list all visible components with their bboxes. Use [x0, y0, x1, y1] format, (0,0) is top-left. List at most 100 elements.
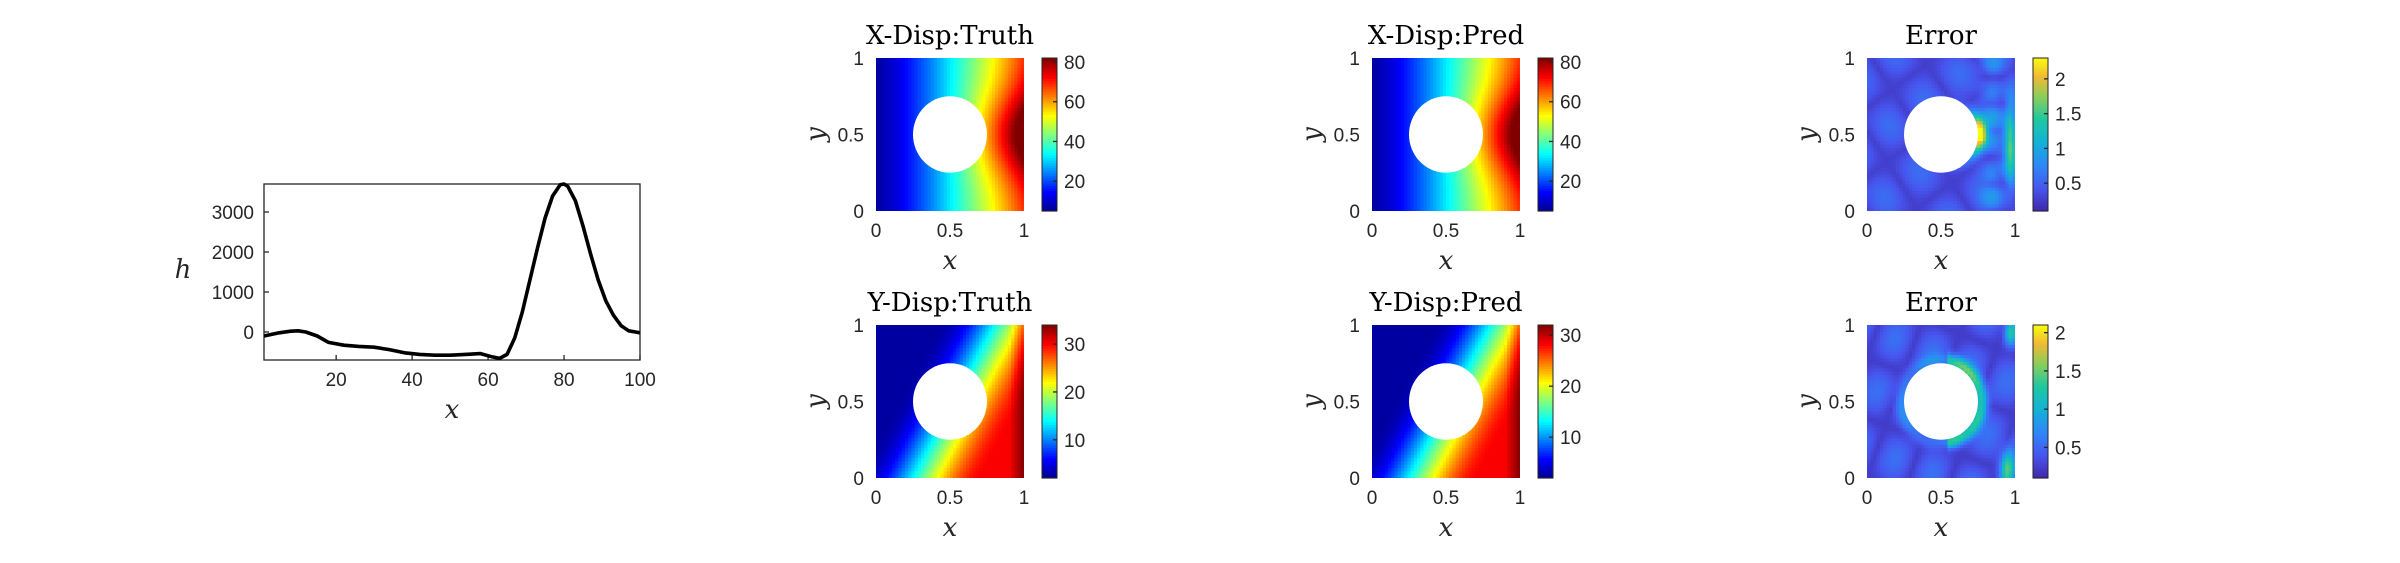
y-axis-label: y [1297, 394, 1327, 410]
y-tick-label: 0 [853, 202, 864, 223]
y-tick-label: 0.5 [838, 393, 864, 414]
panel-title: Error [1905, 288, 1977, 318]
x-axis-label: x [943, 246, 958, 276]
hole [913, 363, 987, 440]
x-error-panel: 00 0.5 0.5 1 1 x y Error 0.5 1 1.5 2 [1792, 21, 2081, 276]
colorbar-tick-label: 40 [1064, 132, 1085, 153]
y-tick-label: 0.5 [1829, 126, 1855, 147]
colorbar-tick-label: 80 [1064, 53, 1085, 74]
colorbar-tick-label: 40 [1560, 132, 1581, 153]
x-tick-label: 80 [553, 370, 574, 391]
colorbar-tick-label: 1.5 [2055, 362, 2081, 383]
colorbar-tick-label: 2 [2055, 324, 2066, 345]
colorbar-tick-label: 20 [1064, 172, 1085, 193]
panel-title: Y-Disp:Pred [1369, 288, 1523, 318]
y-error-field [1867, 325, 2015, 478]
y-axis-label: y [1792, 394, 1822, 410]
x-tick-label: 1 [1019, 221, 1030, 242]
y-tick-label: 0 [243, 323, 254, 344]
colorbar-tick-label: 20 [1560, 172, 1581, 193]
y-tick-label: 1 [1349, 49, 1360, 70]
x-disp-truth-field [876, 58, 1024, 211]
hole [913, 96, 987, 173]
y-tick-label: 1 [1844, 49, 1855, 70]
x-tick-label: 0.5 [1433, 488, 1459, 509]
y-disp-truth-field [876, 325, 1024, 478]
h-curve-axes-box [263, 183, 641, 361]
colorbar-frame [2032, 324, 2049, 479]
colorbar-frame [1041, 57, 1058, 212]
x-tick-label: 0.5 [937, 488, 963, 509]
x-axis-label: x [1439, 246, 1454, 276]
x-tick-label: 0.5 [937, 221, 963, 242]
y-tick-label: 1 [1349, 316, 1360, 337]
colorbar-tick-label: 0.5 [2055, 438, 2081, 459]
x-axis-label: x [1934, 513, 1949, 543]
x-disp-truth-panel: 00 0.5 0.5 1 1 x y X-Disp:Truth 20 40 60 80 [801, 21, 1085, 276]
panel-title: X-Disp:Truth [866, 21, 1034, 51]
x-axis-label: x [445, 395, 460, 425]
x-tick-label: 1 [1019, 488, 1030, 509]
colorbar: 10 20 30 [1537, 324, 1581, 479]
y-tick-label: 0.5 [1829, 393, 1855, 414]
colorbar-tick-label: 20 [1064, 383, 1085, 404]
x-tick-label: 1 [2010, 221, 2021, 242]
x-tick-label: 0 [1862, 221, 1873, 242]
hole [1904, 363, 1978, 440]
colorbar-tick-label: 2 [2055, 70, 2066, 91]
y-axis-label: y [801, 127, 831, 143]
x-axis-label: x [943, 513, 958, 543]
y-tick-label: 0.5 [838, 126, 864, 147]
x-tick-label: 0.5 [1433, 221, 1459, 242]
y-axis-label: y [1297, 127, 1327, 143]
hole [1409, 96, 1483, 173]
colorbar-frame [1537, 324, 1554, 479]
x-tick-label: 100 [624, 370, 656, 391]
colorbar-tick-label: 10 [1064, 431, 1085, 452]
colorbar-frame [1537, 57, 1554, 212]
x-disp-pred-panel: 00 0.5 0.5 1 1 x y X-Disp:Pred 20 40 60 80 [1297, 21, 1581, 276]
y-axis-label: h [175, 255, 192, 285]
colorbar-tick-label: 80 [1560, 53, 1581, 74]
panel-title: Y-Disp:Truth [867, 288, 1033, 318]
y-axis-label: y [1792, 127, 1822, 143]
x-axis-label: x [1439, 513, 1454, 543]
colorbar-tick-label: 1 [2055, 139, 2066, 160]
colorbar-tick-label: 30 [1560, 326, 1581, 347]
y-tick-label: 0 [853, 469, 864, 490]
y-tick-label: 0 [1844, 469, 1855, 490]
colorbar-tick-label: 1.5 [2055, 105, 2081, 126]
colorbar-tick-label: 0.5 [2055, 174, 2081, 195]
h-series-line [263, 182, 641, 361]
y-disp-pred-field [1372, 325, 1520, 478]
hole [1409, 363, 1483, 440]
x-tick-label: 0 [1367, 488, 1378, 509]
y-tick-label: 1 [853, 316, 864, 337]
y-tick-label: 2000 [212, 243, 254, 264]
colorbar: 0.5 1 1.5 2 [2032, 57, 2081, 212]
x-tick-label: 0 [1862, 488, 1873, 509]
y-tick-label: 3000 [212, 203, 254, 224]
y-tick-label: 0 [1844, 202, 1855, 223]
colorbar: 20 40 60 80 [1041, 53, 1085, 212]
colorbar-tick-label: 10 [1560, 428, 1581, 449]
x-tick-label: 0 [1367, 221, 1378, 242]
colorbar-frame [1041, 324, 1058, 479]
x-tick-label: 40 [402, 370, 423, 391]
x-tick-label: 20 [326, 370, 347, 391]
x-tick-label: 60 [478, 370, 499, 391]
x-tick-label: 0 [871, 221, 882, 242]
colorbar-tick-label: 60 [1560, 93, 1581, 114]
y-tick-label: 0 [1349, 469, 1360, 490]
colorbar-tick-label: 60 [1064, 93, 1085, 114]
x-tick-label: 0.5 [1928, 221, 1954, 242]
x-tick-label: 0 [871, 488, 882, 509]
x-tick-label: 1 [1515, 488, 1526, 509]
panel-title: Error [1905, 21, 1977, 51]
y-tick-label: 1 [1844, 316, 1855, 337]
colorbar-tick-label: 20 [1560, 377, 1581, 398]
x-tick-label: 1 [1515, 221, 1526, 242]
